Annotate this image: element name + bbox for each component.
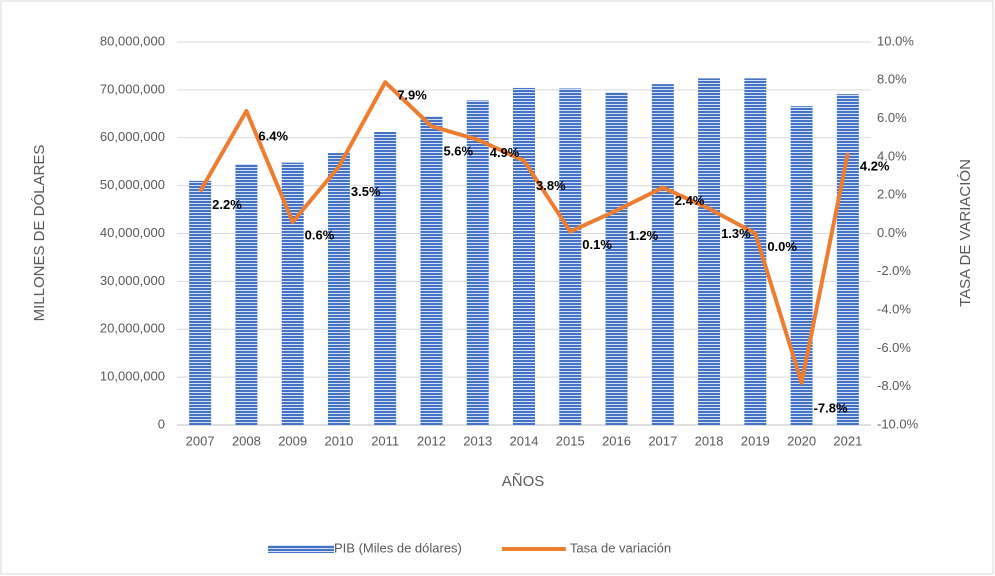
y-tick-label: 10,000,000 (100, 369, 165, 384)
bar (189, 180, 212, 425)
bar (790, 106, 813, 425)
data-label: 3.5% (351, 184, 381, 199)
y2-tick-label: 2.0% (877, 187, 907, 202)
data-label: 0.0% (767, 239, 797, 254)
bar (651, 84, 674, 425)
data-label: -7.8% (814, 400, 848, 415)
bar (420, 116, 443, 426)
x-tick-label: 2011 (371, 433, 399, 448)
data-label: 0.6% (305, 227, 335, 242)
data-label: 7.9% (397, 88, 427, 103)
y-tick-label: 50,000,000 (100, 177, 165, 192)
legend-label: Tasa de variación (570, 540, 671, 555)
y-tick-label: 60,000,000 (100, 129, 165, 144)
x-tick-label: 2009 (278, 433, 307, 448)
data-label: 5.6% (443, 144, 473, 159)
bar (327, 153, 350, 425)
y-tick-label: 70,000,000 (100, 81, 165, 96)
x-tick-label: 2010 (324, 433, 353, 448)
data-label: 6.4% (258, 128, 288, 143)
y2-tick-label: -6.0% (877, 340, 911, 355)
y-tick-label: 40,000,000 (100, 225, 165, 240)
y2-tick-label: 0.0% (877, 225, 907, 240)
bar (466, 100, 489, 425)
x-tick-label: 2021 (833, 433, 862, 448)
y2-axis-title: TASA DE VARIACIÓN (957, 159, 974, 307)
data-label: 1.3% (721, 226, 751, 241)
x-tick-label: 2016 (602, 433, 631, 448)
legend-label: PIB (Miles de dólares) (334, 540, 462, 555)
y-tick-label: 0 (158, 416, 165, 431)
y2-tick-label: 10.0% (877, 33, 914, 48)
data-label: 4.2% (860, 159, 890, 174)
bar (836, 94, 859, 425)
x-tick-label: 2018 (695, 433, 724, 448)
data-label: 4.9% (490, 145, 520, 160)
y2-tick-label: 6.0% (877, 110, 907, 125)
y2-tick-label: -8.0% (877, 378, 911, 393)
data-label: 3.8% (536, 178, 566, 193)
y-axis-title: MILLONES DE DÓLARES (31, 145, 48, 322)
bar (605, 92, 628, 426)
bar (374, 132, 397, 425)
data-label: 2.4% (675, 193, 705, 208)
bar (235, 164, 258, 426)
legend-swatch (268, 545, 334, 553)
bar (744, 78, 767, 425)
x-tick-label: 2020 (787, 433, 816, 448)
x-tick-label: 2017 (648, 433, 677, 448)
y2-tick-label: 4.0% (877, 148, 907, 163)
data-label: 1.2% (629, 228, 659, 243)
bar (698, 78, 721, 425)
x-tick-label: 2007 (186, 433, 215, 448)
y-tick-label: 30,000,000 (100, 273, 165, 288)
y2-tick-label: 8.0% (877, 72, 907, 87)
x-tick-label: 2013 (463, 433, 492, 448)
y-tick-label: 20,000,000 (100, 321, 165, 336)
bar (281, 162, 304, 425)
y2-tick-label: -10.0% (877, 416, 919, 431)
bar (513, 87, 535, 426)
y-tick-label: 80,000,000 (100, 33, 165, 48)
x-tick-label: 2019 (741, 433, 770, 448)
y2-tick-label: -4.0% (877, 302, 911, 317)
x-tick-label: 2008 (232, 433, 261, 448)
y2-tick-label: -2.0% (877, 263, 911, 278)
x-tick-label: 2012 (417, 433, 446, 448)
x-tick-label: 2014 (510, 433, 539, 448)
x-tick-label: 2015 (556, 433, 585, 448)
bar (559, 88, 582, 425)
x-axis-title: AÑOS (502, 473, 545, 490)
data-label: 0.1% (582, 237, 612, 252)
data-label: 2.2% (212, 197, 242, 212)
line (198, 80, 850, 385)
